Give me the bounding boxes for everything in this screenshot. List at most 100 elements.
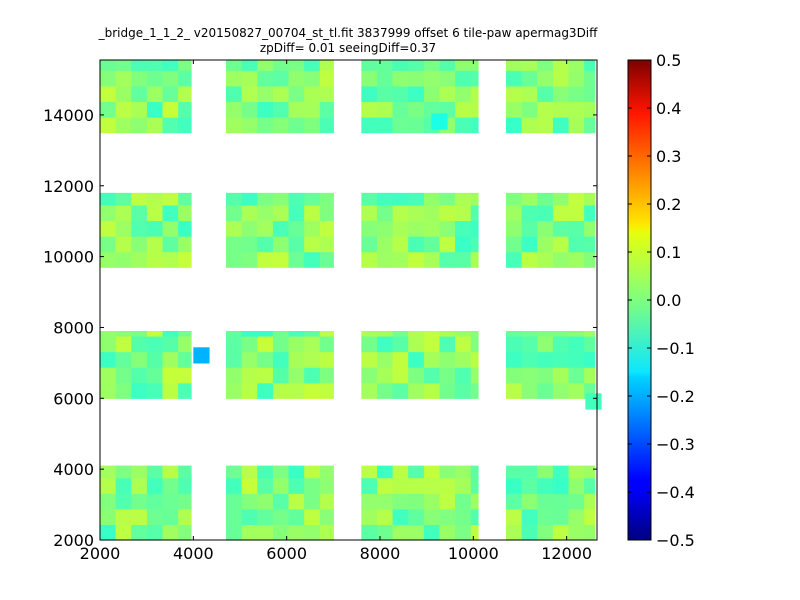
heatmap-cell <box>288 367 305 384</box>
heatmap-cell <box>361 351 378 368</box>
heatmap-cell <box>257 204 274 222</box>
heatmap-cell <box>257 477 274 494</box>
heatmap-cell <box>584 85 596 103</box>
heatmap-cell <box>257 192 274 206</box>
heatmap-cell <box>115 117 132 134</box>
heatmap-cell <box>423 351 441 368</box>
heatmap-cell <box>304 220 321 237</box>
heatmap-cell <box>376 220 394 237</box>
heatmap-cell <box>361 493 378 510</box>
heatmap-cell <box>131 465 148 479</box>
heatmap-cell <box>241 465 258 479</box>
heatmap-cell <box>552 236 570 253</box>
heatmap-cell <box>423 524 441 541</box>
heatmap-cell <box>319 331 334 337</box>
heatmap-cell <box>115 493 132 510</box>
heatmap-cell <box>376 85 394 103</box>
heatmap-cell <box>568 382 585 399</box>
heatmap-cell <box>115 367 132 384</box>
heatmap-cell <box>439 493 456 510</box>
heatmap-cell <box>178 477 192 494</box>
x-axis: 2000 4000 6000 8000 10000 12000 <box>80 60 592 563</box>
y-axis: 2000 4000 6000 8000 10000 12000 14000 <box>43 106 597 550</box>
heatmap-cell <box>392 477 409 494</box>
heatmap-cell <box>470 465 479 479</box>
heatmap-cell <box>537 367 554 384</box>
heatmap-cell <box>178 367 192 384</box>
heatmap-cell <box>131 477 148 494</box>
heatmap-cell <box>241 524 258 541</box>
heatmap-cell <box>226 85 243 103</box>
heatmap-cell <box>392 367 409 384</box>
heatmap-cell <box>304 101 321 118</box>
heatmap-cell <box>319 70 334 87</box>
heatmap-cell <box>584 465 596 479</box>
colorbar-tick-label: 0.1 <box>656 243 681 262</box>
colorbar-tick-label: −0.1 <box>656 339 695 358</box>
heatmap-cell <box>146 382 164 399</box>
heatmap-cell <box>241 331 258 337</box>
heatmap-cell <box>162 335 179 353</box>
heatmap-cell <box>319 367 334 384</box>
heatmap-cell <box>272 251 290 268</box>
heatmap-cell <box>506 117 523 134</box>
heatmap-cell <box>506 204 523 222</box>
heatmap-cell <box>272 508 290 526</box>
heatmap-cell <box>537 192 554 206</box>
heatmap-cell <box>439 351 456 368</box>
heatmap-cell <box>288 85 305 103</box>
heatmap-cell <box>162 204 179 222</box>
heatmap-cell <box>146 204 164 222</box>
heatmap-cell <box>506 236 523 253</box>
heatmap-cell <box>304 493 321 510</box>
heatmap-cell <box>408 465 425 479</box>
heatmap-cell <box>584 382 596 399</box>
heatmap-cell <box>178 60 192 71</box>
heatmap-cell <box>423 382 441 399</box>
colorbar-tick-label: −0.3 <box>656 435 695 454</box>
heatmap-cell <box>455 382 472 399</box>
heatmap-cell <box>584 204 596 222</box>
heatmap-cell <box>178 335 192 353</box>
heatmap-cell <box>100 382 117 399</box>
heatmap-cell <box>178 524 192 541</box>
heatmap-cell <box>257 251 274 268</box>
heatmap-cell <box>162 192 179 206</box>
heatmap-cell <box>100 101 117 118</box>
heatmap-cell <box>584 351 596 368</box>
heatmap-cell <box>226 101 243 118</box>
heatmap-cell <box>568 236 585 253</box>
heatmap-cell <box>537 117 554 134</box>
colorbar-tick-label: 0.5 <box>656 51 681 70</box>
heatmap-cell <box>272 493 290 510</box>
heatmap-cell <box>178 192 192 206</box>
heatmap-cell <box>162 508 179 526</box>
heatmap-cell <box>178 70 192 87</box>
heatmap-cell <box>521 493 538 510</box>
heatmap-cell <box>584 192 596 206</box>
heatmap-cell <box>568 117 585 134</box>
heatmap-cell <box>272 192 290 206</box>
heatmap-cell <box>584 335 596 353</box>
heatmap-cell <box>304 251 321 268</box>
heatmap-cell <box>537 335 554 353</box>
heatmap-cell <box>115 204 132 222</box>
heatmap-cell <box>552 508 570 526</box>
heatmap-cell <box>319 493 334 510</box>
heatmap-cell <box>521 60 538 71</box>
heatmap-cell <box>178 331 192 337</box>
heatmap-cell <box>241 220 258 237</box>
heatmap-cell <box>131 524 148 541</box>
x-tick-label: 12000 <box>541 544 592 563</box>
heatmap-cell <box>241 351 258 368</box>
heatmap-cell <box>439 192 456 206</box>
heatmap-cell <box>319 465 334 479</box>
heatmap-cell <box>470 117 479 134</box>
heatmap-cell <box>241 236 258 253</box>
heatmap-cell <box>470 477 479 494</box>
heatmap-cell <box>115 70 132 87</box>
heatmap-cell <box>361 101 378 118</box>
heatmap-cell <box>131 508 148 526</box>
heatmap-cell <box>226 236 243 253</box>
heatmap-cell <box>408 493 425 510</box>
